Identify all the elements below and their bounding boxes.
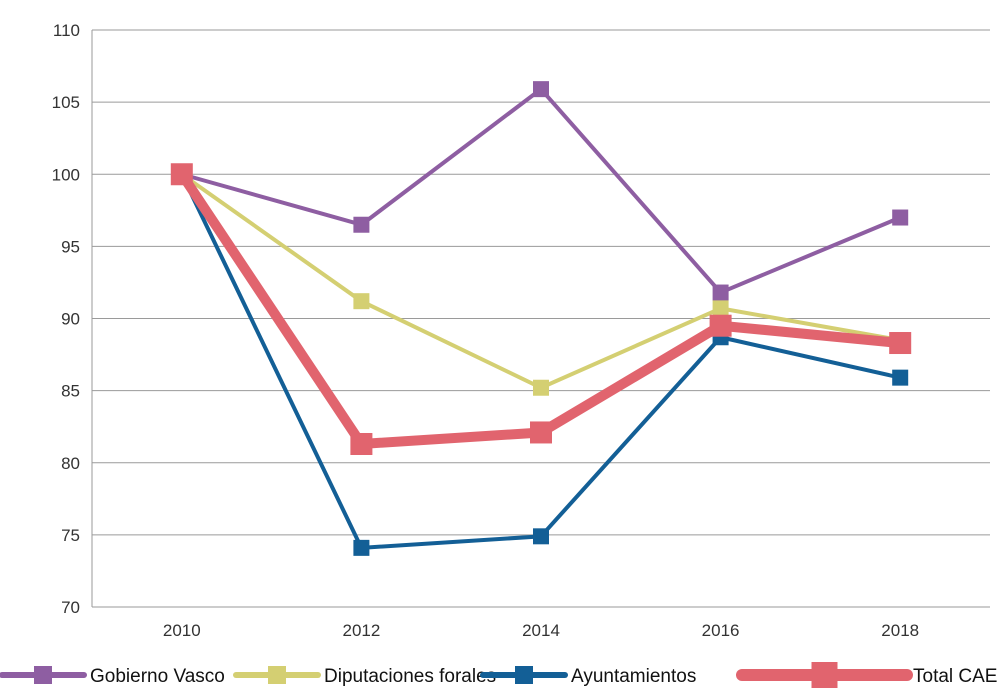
data-point-total-cae bbox=[170, 163, 193, 186]
legend-marker bbox=[811, 662, 838, 688]
legend: Gobierno Vasco Diputaciones forales Ayunta… bbox=[0, 662, 997, 688]
series-total-cae bbox=[170, 163, 912, 455]
y-tick-label: 80 bbox=[61, 454, 80, 473]
x-tick-label: 2014 bbox=[522, 621, 560, 640]
gridlines bbox=[92, 29, 990, 608]
x-axis-ticks: 2010 2012 2014 2016 2018 bbox=[163, 621, 919, 640]
y-tick-label: 70 bbox=[61, 598, 80, 617]
legend-marker bbox=[515, 666, 533, 684]
legend-label: Ayuntamientos bbox=[571, 666, 696, 687]
legend-marker bbox=[268, 666, 286, 684]
data-point-diputaciones-forales bbox=[712, 300, 729, 317]
data-point-diputaciones-forales bbox=[533, 379, 549, 396]
series-diputaciones-forales bbox=[173, 166, 909, 396]
y-tick-label: 110 bbox=[53, 21, 80, 40]
x-tick-label: 2016 bbox=[702, 621, 740, 640]
series-line-ayuntamientos bbox=[179, 172, 903, 550]
series-line-total-cae bbox=[176, 169, 906, 449]
legend-item-gobierno-vasco: Gobierno Vasco bbox=[0, 666, 225, 687]
data-point-ayuntamientos bbox=[353, 539, 370, 556]
y-tick-label: 95 bbox=[61, 237, 80, 256]
legend-label: Diputaciones forales bbox=[324, 666, 496, 687]
data-point-diputaciones-forales bbox=[353, 293, 370, 310]
data-point-total-cae bbox=[889, 332, 912, 355]
y-tick-label: 100 bbox=[52, 165, 80, 184]
legend-item-ayuntamientos: Ayuntamientos bbox=[480, 666, 696, 687]
x-tick-label: 2018 bbox=[881, 621, 919, 640]
series-ayuntamientos bbox=[173, 166, 909, 556]
data-point-total-cae bbox=[530, 421, 552, 444]
data-point-gobierno-vasco bbox=[353, 216, 370, 233]
y-tick-label: 75 bbox=[61, 526, 80, 545]
data-point-gobierno-vasco bbox=[533, 81, 549, 98]
series-layer bbox=[170, 81, 912, 556]
legend-item-diputaciones-forales: Diputaciones forales bbox=[233, 666, 496, 687]
x-tick-label: 2010 bbox=[163, 621, 201, 640]
y-axis-ticks: 70 75 80 85 90 95 100 105 110 bbox=[52, 21, 80, 617]
series-line-gobierno-vasco bbox=[179, 87, 903, 295]
data-point-gobierno-vasco bbox=[712, 284, 729, 301]
y-tick-label: 90 bbox=[61, 310, 80, 329]
legend-label: Total CAE bbox=[913, 666, 997, 687]
y-tick-label: 85 bbox=[61, 382, 80, 401]
legend-label: Gobierno Vasco bbox=[90, 666, 225, 687]
legend-marker bbox=[34, 666, 52, 684]
legend-item-total-cae: Total CAE bbox=[736, 662, 997, 688]
y-tick-label: 105 bbox=[52, 93, 80, 112]
data-point-ayuntamientos bbox=[533, 528, 549, 545]
data-point-gobierno-vasco bbox=[892, 209, 909, 226]
series-gobierno-vasco bbox=[173, 81, 909, 301]
data-point-total-cae bbox=[350, 432, 373, 455]
data-point-ayuntamientos bbox=[892, 369, 909, 386]
x-tick-label: 2012 bbox=[342, 621, 380, 640]
data-point-total-cae bbox=[709, 314, 732, 337]
